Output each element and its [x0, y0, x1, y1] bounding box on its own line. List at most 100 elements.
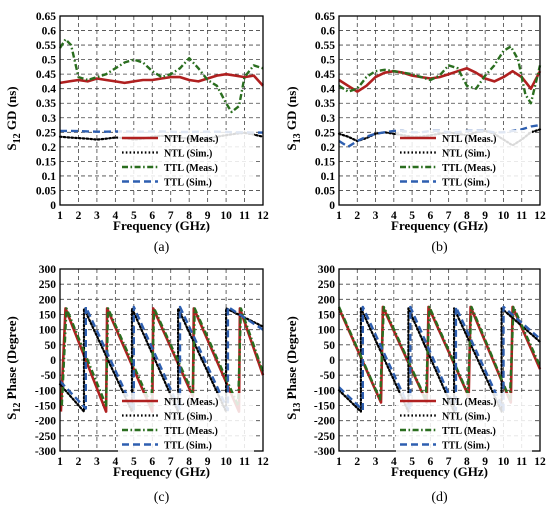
p1-y-tick-label: 0.1 [42, 171, 57, 183]
p4-x-tick-label: 9 [482, 456, 488, 468]
p1-x-tick-label: 8 [186, 210, 192, 222]
p2-x-axis-title: Frequency (GHz) [391, 218, 488, 233]
p4-x-axis-title: Frequency (GHz) [391, 464, 488, 479]
p2-y-tick-label: 0.25 [315, 127, 335, 139]
p2-legend-box [396, 130, 532, 190]
p1-x-tick-label: 12 [257, 210, 269, 222]
p3-y-tick-label: -300 [35, 446, 56, 458]
p1-x-tick-label: 2 [76, 210, 82, 222]
p3-series-line-3 [60, 307, 265, 407]
p4-legend-label-4: TTL (Sim.) [442, 441, 490, 452]
p3-x-axis-title: Frequency (GHz) [113, 464, 210, 479]
p4-legend: NTL (Meas.) NTL (Sim.) TTL (Meas.) TTL (Sim… [396, 393, 532, 453]
p4-series-line-2 [337, 307, 542, 413]
p2-series-line-3 [338, 45, 542, 105]
p1-x-tick-label: 11 [239, 210, 250, 222]
p3-x-tick-label: 7 [168, 456, 174, 468]
p1-x-tick-label: 9 [205, 210, 211, 222]
p3-legend-label-4: TTL (Sim.) [164, 441, 212, 452]
p4-y-tick-label: -100 [314, 385, 335, 397]
p4-y-axis-title-sub: 13 [292, 403, 303, 413]
p4-y-tick-label: -50 [320, 370, 336, 382]
p2-x-tick-label: 5 [409, 210, 415, 222]
p3-x-tick-label: 4 [112, 456, 118, 468]
p4-x-tick-label: 4 [391, 456, 397, 468]
p3-x-tick-label: 2 [76, 456, 82, 468]
p2-legend-label-2: NTL (Sim.) [442, 149, 490, 160]
p2-y-tick-label: 0 [329, 200, 335, 212]
p2-y-axis-title-prefix: S [284, 143, 299, 150]
p2-y-tick-label: 0.6 [321, 26, 336, 38]
chart-panel-2: 1 2 3 4 5 6 7 8 9 10 11 1200.050.10.150.20.250.30.3… [284, 11, 546, 255]
p3-x-tick-label: 9 [205, 456, 211, 468]
p1-y-tick-label: 0.2 [42, 142, 57, 154]
p4-y-tick-label: 150 [318, 310, 336, 322]
p3-x-tick-label: 8 [186, 456, 192, 468]
p4-y-tick-label: 300 [318, 264, 336, 276]
p4-legend-label-1: NTL (Meas.) [442, 397, 496, 408]
p1-legend-label-1: NTL (Meas.) [164, 134, 218, 145]
p1-y-tick-label: 0.5 [42, 55, 57, 67]
p3-y-tick-label: 100 [39, 325, 57, 337]
p1-x-tick-label: 10 [220, 210, 232, 222]
p2-x-tick-label: 9 [482, 210, 488, 222]
p1-y-tick-label: 0.35 [36, 98, 56, 110]
p2-legend-label-3: TTL (Meas.) [442, 163, 496, 174]
p2-plot-frame [338, 15, 541, 206]
p3-y-tick-label: 200 [39, 294, 57, 306]
p1-x-axis-title: Frequency (GHz) [113, 218, 210, 233]
p3-y-tick-label: 300 [39, 264, 57, 276]
p4-x-tick-label: 10 [498, 456, 510, 468]
p2-y-tick-label: 0.65 [315, 11, 335, 23]
p4-x-tick-label: 11 [516, 456, 527, 468]
p2-y-tick-label: 0.55 [315, 40, 335, 52]
p1-legend-box [118, 130, 254, 190]
p2-x-tick-label: 8 [464, 210, 470, 222]
p3-y-tick-label: 50 [45, 340, 57, 352]
p4-y-tick-label: -250 [314, 431, 335, 443]
p3-x-tick-label: 12 [257, 456, 269, 468]
p4-y-tick-label: -200 [314, 416, 335, 428]
chart-panel-1: 1 2 3 4 5 6 7 8 9 10 11 1200.050.10.150.20.250.30.3… [4, 11, 269, 255]
p3-x-tick-label: 11 [239, 456, 250, 468]
p2-x-tick-label: 4 [391, 210, 397, 222]
p4-legend-label-2: NTL (Sim.) [442, 412, 490, 423]
p4-y-tick-label: 50 [324, 340, 336, 352]
p2-y-tick-label: 0.15 [315, 156, 335, 168]
p1-y-tick-label: 0.3 [42, 113, 57, 125]
p2-series-line-1 [338, 67, 542, 93]
p1-x-tick-label: 3 [94, 210, 100, 222]
p4-x-tick-label: 12 [534, 456, 546, 468]
p3-legend-label-3: TTL (Meas.) [164, 426, 218, 437]
p1-y-axis-title: S12 GD (ns) [4, 86, 23, 150]
p3-x-tick-label: 6 [149, 456, 155, 468]
p1-legend-label-3: TTL (Meas.) [164, 163, 218, 174]
p2-legend-label-1: NTL (Meas.) [442, 134, 496, 145]
p4-y-tick-label: 250 [318, 279, 336, 291]
p2-y-tick-label: 0.2 [321, 142, 336, 154]
p1-x-tick-label: 7 [168, 210, 174, 222]
p4-y-tick-label: -150 [314, 401, 335, 413]
p1-y-axis-title-suffix: GD (ns) [4, 86, 19, 133]
p2-x-tick-label: 7 [446, 210, 452, 222]
p1-y-tick-label: 0.4 [42, 84, 57, 96]
p1-panel-label: (a) [154, 240, 170, 255]
p2-x-tick-label: 11 [516, 210, 527, 222]
p2-legend-label-4: TTL (Sim.) [442, 178, 490, 189]
p3-y-tick-label: -50 [41, 370, 57, 382]
p1-y-axis-title-sub: 12 [12, 133, 23, 143]
p4-panel-label: (d) [431, 490, 448, 505]
p4-series-line-3 [337, 305, 542, 401]
p3-panel-label: (c) [154, 490, 170, 505]
p1-x-tick-label: 6 [149, 210, 155, 222]
p4-y-tick-label: -300 [314, 446, 335, 458]
p1-y-axis-title-prefix: S [4, 143, 19, 150]
p4-legend-label-3: TTL (Meas.) [442, 426, 496, 437]
p3-legend-label-1: NTL (Meas.) [164, 397, 218, 408]
p2-y-axis-title-suffix: GD (ns) [284, 86, 299, 133]
p3-y-tick-label: -200 [35, 416, 56, 428]
chart-panel-3: 1 2 3 4 5 6 7 8 9 10 11 12-300-250-200-150-100-5005… [4, 264, 269, 505]
p1-x-tick-label: 5 [131, 210, 137, 222]
p2-y-axis-title: S13 GD (ns) [284, 86, 303, 150]
p3-y-axis-title-prefix: S [4, 413, 19, 420]
